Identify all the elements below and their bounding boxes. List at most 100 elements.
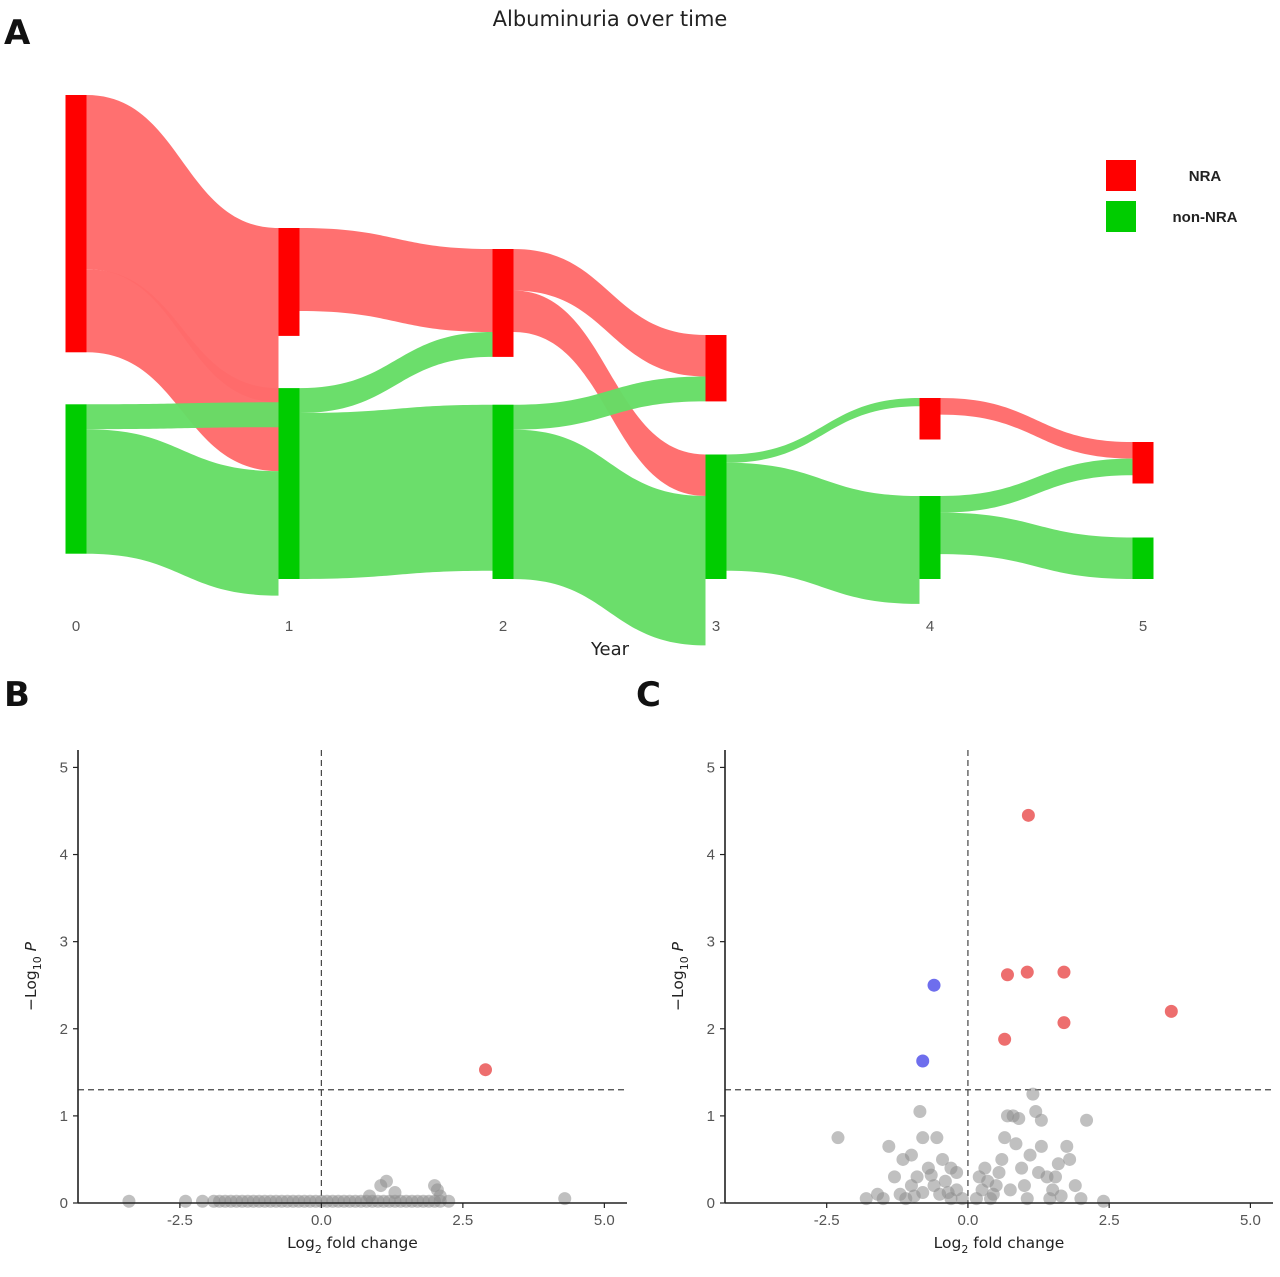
panel-label-c: C (636, 675, 661, 715)
volcano-b-point-ns-46 (379, 1174, 393, 1188)
volcano-c-point-ns-71 (1020, 1192, 1034, 1206)
legend-swatch-nra (1106, 160, 1136, 191)
sankey-x-tick-1: 1 (285, 618, 293, 635)
flow-y1-non-nra-to-nra (299, 332, 493, 413)
volcano-c-point-ns-66 (989, 1179, 1003, 1193)
flow-y0-non-nra-to-nra (86, 402, 279, 430)
node-year-4-non-nra (919, 496, 941, 579)
volcano-c-point-up-4 (1164, 1004, 1178, 1018)
flow-y1-non-nra-to-non-nra (299, 404, 493, 579)
volcano-c-point-ns-59 (1060, 1139, 1074, 1153)
volcano-c-point-up-2 (1020, 965, 1034, 979)
volcano-c-point-ns-29 (938, 1174, 952, 1188)
volcano-b-y-tick-label-3: 3 (60, 934, 68, 951)
sankey-x-tick-2: 2 (499, 618, 507, 635)
flow-y4-non-nra-to-nra (940, 458, 1133, 513)
volcano-c-point-ns-72 (1054, 1189, 1068, 1203)
sankey-x-tick-5: 5 (1139, 618, 1147, 635)
volcano-c-point-ns-42 (992, 1166, 1006, 1180)
node-year-5-nra (1132, 442, 1154, 484)
volcano-c-point-ns-44 (998, 1131, 1012, 1145)
flow-y2-non-nra-to-nra (513, 376, 706, 430)
volcano-plot-b: -2.5 0.0 2.5 5.0 0 1 2 3 4 5 Log2 fold change −Log1… (22, 750, 627, 1256)
volcano-c-point-ns-52 (1026, 1087, 1040, 1101)
alluvial-flows (86, 95, 1133, 646)
volcano-b-point-ns-2 (196, 1194, 210, 1208)
volcano-c-y-tick-label-4: 4 (707, 847, 715, 864)
node-year-1-nra (278, 228, 300, 336)
volcano-b-y-tick-label-1: 1 (60, 1108, 68, 1125)
volcano-c-y-tick-label-0: 0 (707, 1195, 715, 1212)
volcano-b-point-ns-1 (179, 1194, 193, 1208)
volcano-c-point-up-0 (1021, 808, 1035, 822)
volcano-c-x-tick-label-2: 2.5 (1099, 1212, 1120, 1229)
volcano-c-point-ns-62 (1080, 1113, 1094, 1127)
volcano-c-point-ns-54 (1034, 1113, 1048, 1127)
panel-label-a: A (4, 13, 31, 53)
volcano-c-y-tick-label-5: 5 (707, 759, 715, 776)
flow-y2-nra-to-nra (513, 249, 706, 377)
sankey-x-tick-0: 0 (72, 618, 80, 635)
sankey-x-tick-3: 3 (712, 618, 720, 635)
volcano-c-point-up-3 (1057, 965, 1071, 979)
volcano-c-point-ns-21 (859, 1192, 873, 1206)
volcano-c-point-ns-67 (1003, 1183, 1017, 1197)
panel-label-b: B (4, 675, 30, 715)
volcano-c-x-tick-label-0: -2.5 (814, 1212, 840, 1229)
sankey-x-tick-4: 4 (926, 618, 934, 635)
legend-label-nra: NRA (1189, 168, 1222, 185)
volcano-b-point-ns-47 (388, 1186, 402, 1200)
node-year-4-nra (919, 398, 941, 440)
volcano-c-point-down-8 (916, 1054, 930, 1068)
flow-y4-non-nra-to-non-nra (940, 512, 1133, 579)
volcano-c-point-ns-69 (1048, 1170, 1062, 1184)
volcano-c-point-ns-64 (1097, 1194, 1111, 1208)
legend-label-non-nra: non-NRA (1173, 209, 1238, 226)
flow-y0-nra-to-nra (86, 95, 279, 403)
volcano-c-point-ns-60 (1063, 1152, 1077, 1166)
volcano-c-point-ns-49 (1015, 1161, 1029, 1175)
volcano-c-point-ns-10 (882, 1139, 896, 1153)
volcano-c-point-down-7 (927, 978, 941, 992)
volcano-b-point-ns-52 (558, 1192, 572, 1206)
volcano-c-point-ns-9 (831, 1131, 845, 1145)
volcano-c-point-ns-51 (1023, 1148, 1037, 1162)
volcano-c-point-ns-58 (1051, 1157, 1065, 1171)
volcano-b-x-tick-label-3: 5.0 (594, 1212, 615, 1229)
node-year-0-non-nra (65, 404, 87, 554)
node-year-5-non-nra (1132, 537, 1154, 579)
volcano-b-y-tick-label-0: 0 (60, 1195, 68, 1212)
flow-y3-non-nra-to-nra (726, 398, 920, 463)
volcano-c-point-ns-25 (910, 1170, 924, 1184)
volcano-c-point-ns-34 (924, 1168, 938, 1182)
volcano-c-point-ns-50 (1017, 1179, 1031, 1193)
volcano-c-point-ns-16 (936, 1152, 950, 1166)
volcano-c-point-ns-36 (941, 1186, 955, 1200)
volcano-plot-c: -2.5 0.0 2.5 5.0 0 1 2 3 4 5 Log2 fold change −Log1… (669, 750, 1273, 1256)
volcano-c-point-ns-63 (1074, 1192, 1088, 1206)
volcano-b-y-tick-label-5: 5 (60, 759, 68, 776)
alluvial-x-ticks: 0 1 2 3 4 5 (72, 618, 1147, 635)
volcano-c-point-ns-15 (930, 1131, 944, 1145)
volcano-c-point-ns-68 (1032, 1166, 1046, 1180)
volcano-c-point-ns-73 (972, 1170, 986, 1184)
node-year-3-non-nra (705, 454, 727, 579)
sankey-title: Albuminuria over time (493, 7, 728, 31)
node-year-0-nra (65, 95, 87, 353)
volcano-c-point-ns-37 (907, 1189, 921, 1203)
volcano-c-point-ns-47 (1012, 1111, 1026, 1125)
volcano-c-point-ns-22 (876, 1192, 890, 1206)
node-year-1-non-nra (278, 388, 300, 579)
node-year-2-nra (492, 249, 514, 357)
volcano-c-point-up-5 (1057, 1016, 1071, 1030)
flow-y2-non-nra-to-non-nra (513, 429, 706, 646)
volcano-c-y-tick-label-1: 1 (707, 1108, 715, 1125)
volcano-b-x-tick-label-2: 2.5 (452, 1212, 473, 1229)
volcano-c-point-ns-48 (1009, 1137, 1023, 1151)
volcano-b-point-ns-51 (362, 1189, 376, 1203)
node-year-2-non-nra (492, 404, 514, 579)
volcano-c-y-tick-label-2: 2 (707, 1021, 715, 1038)
volcano-c-x-tick-label-1: 0.0 (957, 1212, 978, 1229)
volcano-b-point-up-53 (479, 1063, 493, 1077)
volcano-c-point-ns-32 (955, 1192, 969, 1206)
